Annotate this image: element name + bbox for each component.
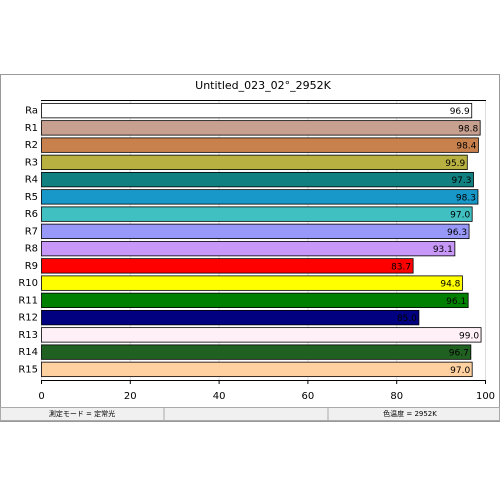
x-tick-label: 80	[390, 391, 403, 402]
value-label: 95.9	[445, 159, 465, 169]
bar	[41, 344, 472, 360]
value-label: 85.0	[397, 314, 417, 324]
x-tick-label: 60	[302, 391, 315, 402]
y-tick-label: R1	[25, 123, 38, 134]
bar	[41, 171, 474, 188]
bar	[41, 154, 468, 171]
y-tick-label: R10	[18, 278, 38, 289]
bar	[41, 102, 473, 119]
y-tick-label: R15	[18, 364, 38, 375]
value-label: 96.3	[447, 228, 467, 238]
value-label: 83.7	[391, 262, 411, 272]
y-tick-label: R11	[18, 295, 38, 306]
value-label: 97.0	[450, 211, 470, 221]
value-label: 96.9	[450, 107, 470, 117]
y-tick-label: R14	[18, 347, 38, 358]
bar	[41, 223, 470, 240]
status-text: 色温度 = 2952K	[383, 409, 437, 418]
y-tick-label: R7	[25, 226, 38, 237]
x-tick-label: 20	[124, 391, 137, 402]
bar	[41, 120, 481, 136]
value-label: 96.7	[449, 349, 469, 359]
y-tick-label: R13	[18, 330, 38, 341]
x-tick-label: 40	[213, 391, 226, 402]
y-tick-label: Ra	[25, 106, 38, 117]
value-label: 93.1	[433, 245, 453, 255]
y-tick-label: R5	[25, 192, 38, 203]
bar	[41, 206, 473, 222]
bar	[41, 258, 414, 274]
x-tick-label: 0	[38, 391, 44, 402]
status-text: 測定モード = 定常光	[49, 409, 115, 418]
chart-title: Untitled_023_02°_2952K	[195, 79, 331, 92]
bar	[41, 327, 482, 343]
bar	[41, 292, 469, 309]
bar	[41, 137, 479, 153]
value-label: 97.3	[451, 176, 471, 186]
value-label: 97.0	[450, 366, 470, 376]
bar	[41, 189, 479, 205]
value-label: 98.8	[458, 124, 478, 134]
bar	[41, 361, 473, 378]
bar	[41, 275, 463, 291]
value-label: 94.8	[440, 280, 460, 290]
value-label: 98.3	[456, 193, 476, 203]
y-tick-label: R9	[25, 261, 38, 272]
y-tick-label: R3	[25, 157, 38, 168]
y-tick-label: R8	[25, 244, 38, 255]
x-tick-label: 100	[476, 391, 495, 402]
bar	[41, 309, 420, 326]
bar	[41, 240, 456, 257]
value-label: 98.4	[456, 142, 476, 152]
y-tick-label: R6	[25, 209, 38, 220]
value-label: 99.0	[459, 331, 479, 341]
y-tick-label: R4	[25, 175, 38, 186]
value-label: 96.1	[446, 297, 466, 307]
y-tick-label: R2	[25, 140, 38, 151]
y-tick-label: R12	[18, 313, 38, 324]
